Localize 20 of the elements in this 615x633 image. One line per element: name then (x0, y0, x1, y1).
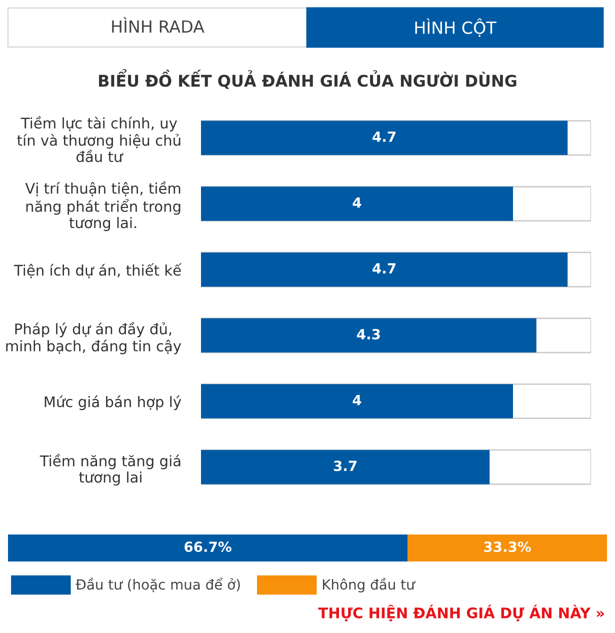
data-label: 33.3% (484, 542, 531, 552)
y-tick-label: Tiện ích dự án, thiết kế (14, 263, 182, 278)
legend-label: Không đầu tư (322, 578, 416, 592)
legend-label: Đầu tư (hoặc mua để ở) (76, 578, 240, 592)
data-label: 4 (352, 197, 362, 208)
data-label: 4.7 (372, 263, 396, 274)
y-tick-label: Tiềm lực tài chính, uy tín và thương hiệu chủ đầu tư (17, 116, 180, 162)
data-label: 4 (352, 394, 362, 406)
y-tick-label: Pháp lý dự án đầy đủ, minh bạch, đáng tin cậy (6, 322, 182, 354)
y-tick-label: Mức giá bán hợp lý (44, 395, 182, 410)
text: HÌNH RADA (112, 17, 204, 33)
text: HÌNH CỘT (415, 18, 496, 37)
data-label: 4.3 (357, 328, 380, 340)
data-label: 3.7 (334, 460, 356, 472)
chart-title: BIỂU ĐỒ KẾT QUẢ ĐÁNH GIÁ CỦA NGƯỜI DÙNG (99, 69, 516, 89)
data-label: 66.7% (184, 542, 232, 552)
text: THỰC HIỆN ĐÁNH GIÁ DỰ ÁN NÀY » (318, 604, 604, 622)
y-tick-label: Vị trí thuận tiện, tiềm năng phát triển trong tương lai. (25, 181, 180, 232)
data-label: 4.7 (372, 132, 396, 142)
y-tick-label: Tiềm năng tăng giá tương lai (40, 454, 180, 486)
